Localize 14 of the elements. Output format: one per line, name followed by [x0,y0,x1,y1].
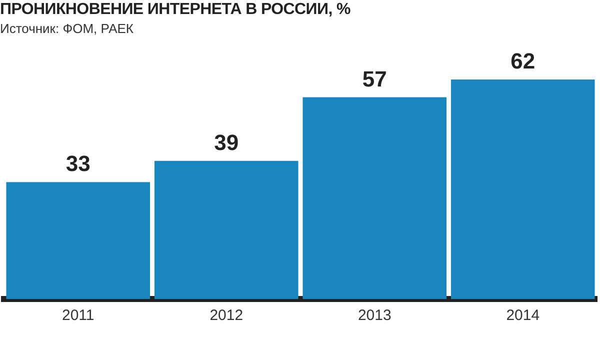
data-label: 33 [66,151,90,176]
bar [450,80,595,299]
data-label: 62 [510,48,536,74]
bar [302,97,447,299]
x-tick-label: 2013 [358,307,392,324]
data-label: 39 [214,130,239,155]
x-tick-label: 2011 [62,307,94,324]
x-tick-label: 2014 [506,307,540,324]
bar [154,160,298,299]
data-label: 57 [362,66,387,92]
x-tick-label: 2012 [210,307,244,324]
bar [6,182,150,299]
text: Источник: ФОМ, РАЕК [0,21,134,36]
chart-title: ПРОНИКНОВЕНИЕ ИНТЕРНЕТА В РОССИИ, % [0,1,350,19]
